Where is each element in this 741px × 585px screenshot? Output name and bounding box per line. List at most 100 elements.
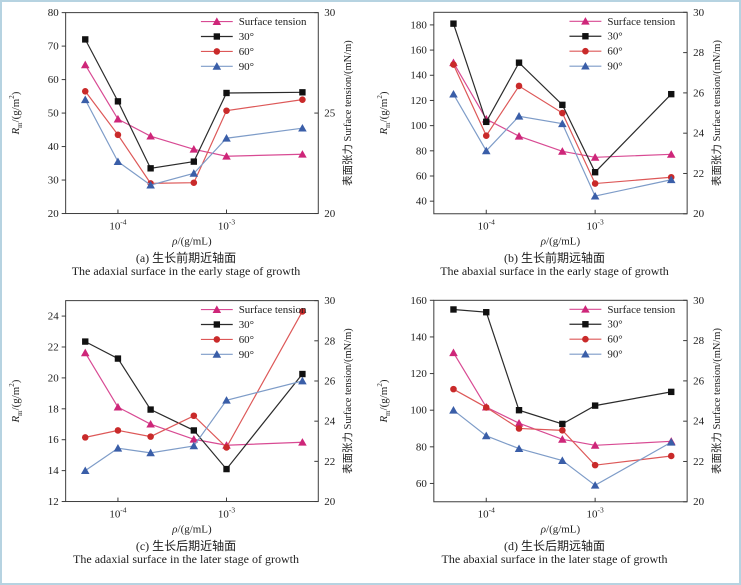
legend-label: 90° (607, 349, 622, 361)
y-right-axis-label: 表面张力 Surface tension/(mN/m) (710, 328, 723, 474)
triangle-marker (298, 150, 307, 158)
svg-text:30: 30 (48, 175, 59, 187)
y-right-axis-label: 表面张力 Surface tension/(mN/m) (341, 40, 354, 186)
circle-marker (515, 425, 523, 432)
square-marker (82, 36, 89, 43)
caption-b-zh: (b) 生长前期远轴面 (504, 251, 605, 265)
legend: Surface tension 30° 60° 90° (200, 304, 307, 361)
svg-text:20: 20 (48, 208, 59, 220)
triangle-marker (449, 406, 458, 414)
square-marker (299, 89, 306, 96)
svg-text:16: 16 (48, 434, 59, 446)
triangle-marker (212, 62, 222, 70)
circle-marker (559, 109, 566, 117)
panel-c: 12 14 16 18 20 22 24 20 22 24 26 28 30 10-4 10-3 ρ/(g/m… (2, 290, 370, 583)
svg-text:120: 120 (410, 95, 427, 107)
series-90 (80, 376, 307, 475)
panel-b: 40 60 80 100 120 140 160 180 20 22 24 26 28 30 10-4 10-… (370, 2, 739, 290)
triangle-marker (189, 145, 199, 153)
triangle-marker (590, 481, 600, 489)
svg-text:10-4: 10-4 (478, 506, 495, 521)
x-axis-label: ρ/(g/mL) (540, 236, 581, 248)
legend-label: 30° (607, 31, 622, 43)
chart-a: 20 30 40 50 60 70 80 20 25 30 10-4 10-3 ρ/(g/mL) Rm/(… (8, 7, 354, 247)
x-axis-label: ρ/(g/mL) (540, 524, 581, 536)
triangle-marker (581, 17, 590, 25)
series-90 (449, 89, 676, 200)
svg-text:20: 20 (324, 496, 335, 508)
y-right-axis-label: 表面张力 Surface tension/(mN/m) (341, 328, 354, 474)
square-marker (213, 321, 221, 328)
square-marker (591, 402, 599, 409)
svg-text:140: 140 (410, 331, 427, 343)
svg-text:30: 30 (693, 295, 704, 307)
triangle-marker (146, 420, 155, 428)
axes: 60 80 100 120 140 160 20 22 24 26 28 30 10-4 10-3 ρ/(g… (376, 295, 723, 536)
square-marker (114, 355, 122, 362)
caption-c-en: The adaxial surface in the later stage o… (73, 552, 299, 566)
svg-text:50: 50 (48, 108, 59, 120)
circle-marker (515, 82, 523, 90)
circle-marker (114, 427, 122, 434)
svg-text:26: 26 (693, 375, 704, 387)
caption-c-zh: (c) 生长后期近轴面 (135, 539, 237, 553)
svg-text:20: 20 (693, 208, 704, 220)
y-left-axis-label: Rm/(g/m2) (376, 91, 392, 135)
svg-text:160: 160 (410, 45, 427, 57)
circle-marker (81, 434, 89, 441)
triangle-marker (558, 435, 567, 443)
square-marker (223, 465, 230, 473)
caption-b: (b) 生长前期远轴面 The abaxial surface in the e… (370, 252, 739, 278)
legend: Surface tension 30° 60° 90° (569, 304, 676, 361)
triangle-marker (581, 349, 590, 358)
svg-text:20: 20 (693, 496, 704, 508)
svg-text:20: 20 (48, 372, 59, 384)
triangle-marker (222, 134, 231, 142)
triangle-marker (189, 441, 199, 450)
svg-text:140: 140 (410, 70, 427, 82)
y-left-axis-label: Rm/(g/m2) (376, 379, 392, 423)
svg-text:30: 30 (693, 7, 704, 19)
legend-label: 30° (607, 319, 622, 331)
circle-marker (582, 335, 589, 343)
triangle-marker (298, 123, 307, 132)
circle-marker (213, 48, 221, 55)
triangle-marker (590, 441, 600, 449)
triangle-marker (189, 169, 199, 177)
circle-marker (190, 179, 198, 187)
svg-text:26: 26 (324, 375, 335, 387)
caption-a-zh: (a) 生长前期近轴面 (135, 251, 237, 265)
circle-marker (591, 180, 599, 187)
svg-text:25: 25 (324, 108, 335, 120)
svg-text:10-3: 10-3 (587, 506, 604, 521)
caption-d-zh: (d) 生长后期远轴面 (504, 539, 605, 553)
svg-text:24: 24 (693, 416, 704, 428)
svg-text:10-3: 10-3 (218, 217, 235, 232)
svg-text:24: 24 (324, 416, 335, 428)
square-marker (515, 59, 523, 66)
triangle-marker (449, 89, 458, 98)
triangle-marker (222, 396, 231, 404)
legend: Surface tension 30° 60° 90° (200, 16, 307, 73)
triangle-marker (212, 305, 222, 313)
square-marker (483, 309, 490, 316)
square-marker (299, 370, 306, 378)
triangle-marker (558, 119, 567, 128)
circle-marker (114, 131, 122, 139)
legend-label: Surface tension (239, 304, 307, 316)
triangle-marker (581, 61, 590, 70)
svg-text:20: 20 (324, 208, 335, 220)
axes: 20 30 40 50 60 70 80 20 25 30 10-4 10-3 ρ/(g/mL) Rm/(… (8, 7, 354, 247)
square-marker (483, 118, 490, 126)
series-30 (82, 36, 306, 172)
circle-marker (223, 107, 230, 115)
axes: 12 14 16 18 20 22 24 20 22 24 26 28 30 10-4 10-3 ρ/(g/m… (8, 295, 354, 535)
legend-label: 90° (239, 349, 254, 361)
square-marker (450, 306, 457, 313)
chart-c: 12 14 16 18 20 22 24 20 22 24 26 28 30 10-4 10-3 ρ/(g/m… (8, 295, 354, 535)
square-marker (190, 158, 198, 165)
series-60 (81, 308, 306, 451)
triangle-marker (146, 448, 155, 457)
legend-label: 30° (239, 319, 254, 331)
